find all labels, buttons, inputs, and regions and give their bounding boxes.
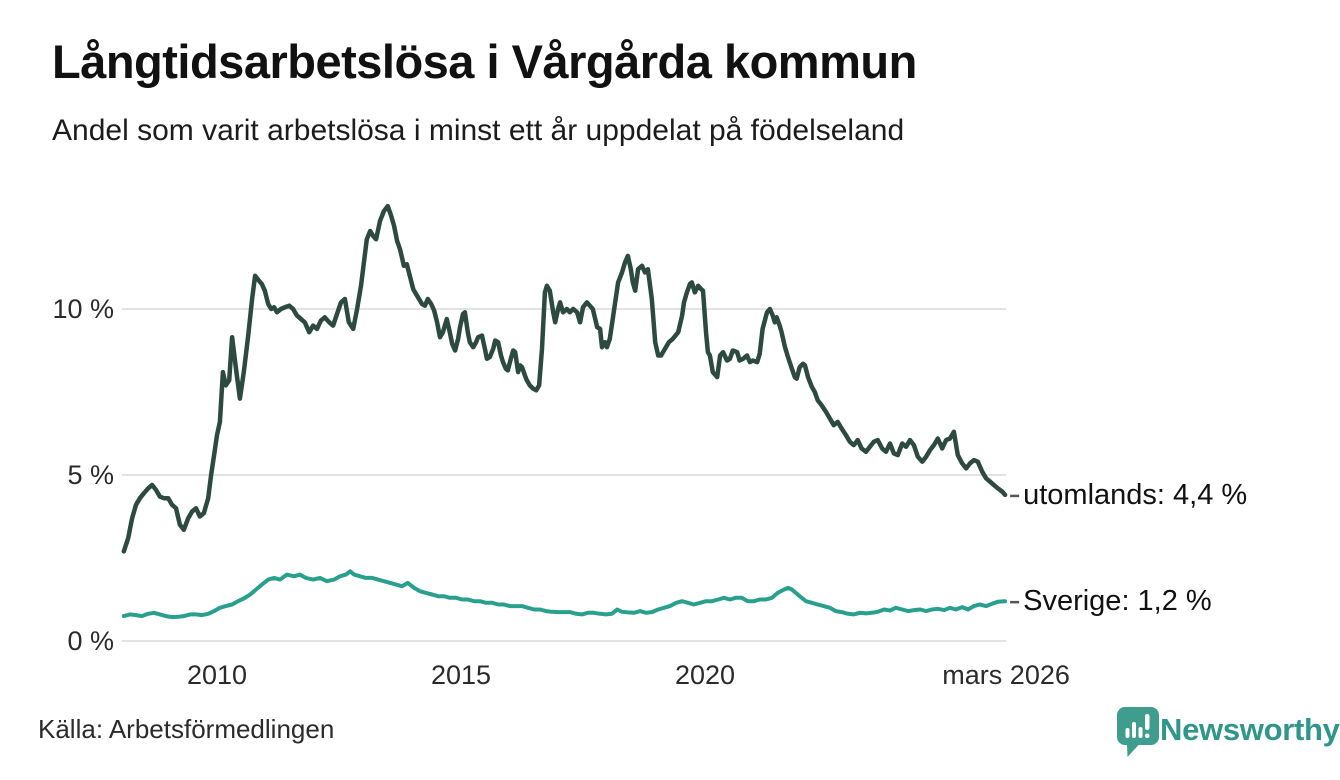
y-axis-tick-label: 10 % [52,294,114,324]
series-end-label-sverige: Sverige: 1,2 % [1023,585,1212,618]
x-axis-tick-label: 2020 [674,660,736,690]
brand-wordmark: Newsworthy [1160,712,1340,747]
newsworthy-speech-bubble-chart-icon [1117,707,1159,757]
source-attribution: Källa: Arbetsförmedlingen [38,714,335,744]
page-title: Långtidsarbetslösa i Vårgårda kommun [52,35,917,88]
series-end-label-utomlands: utomlands: 4,4 % [1023,478,1248,511]
y-axis-tick-label: 5 % [67,460,114,490]
sverige-line [121,569,1008,620]
newsworthy-logo: Newsworthy [1116,706,1340,758]
utomlands-line [121,203,1008,554]
y-axis-tick-label: 0 % [67,626,114,656]
x-axis-tick-label: mars 2026 [942,660,1070,690]
chart-subtitle: Andel som varit arbetslösa i minst ett å… [52,114,905,147]
x-axis-tick-label: 2010 [186,660,248,690]
x-axis-tick-label: 2015 [430,660,492,690]
